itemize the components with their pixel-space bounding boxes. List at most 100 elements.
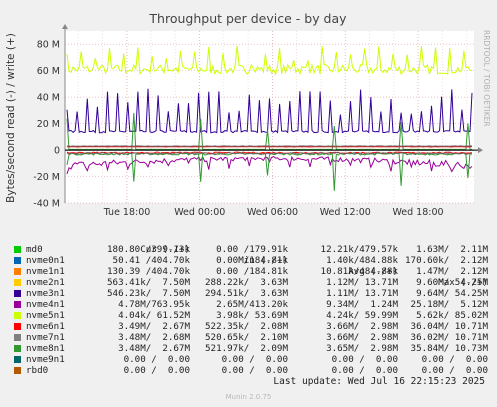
- legend-min: 0.00 / 0.00: [221, 354, 288, 365]
- x-tick-label: Wed 12:00: [320, 207, 371, 218]
- legend-swatch: [14, 268, 21, 275]
- legend-row-nvme0n1: nvme0n1 50.41 /404.70k 0.00 /184.81k 1.40k/…: [12, 255, 494, 266]
- legend-max: 1.47M/ 2.12M: [416, 266, 488, 277]
- legend-row-md0: md0 180.80 /399.13k 0.00 /179.91k 12.21k/47…: [12, 244, 494, 255]
- legend-avg: 0.00 / 0.00: [331, 354, 398, 365]
- legend-cur: 50.41 /404.70k: [112, 255, 190, 266]
- x-tick-label: Tue 18:00: [103, 207, 151, 218]
- legend-max: 36.04M/ 10.71M: [410, 321, 488, 332]
- series-line-read-nvme4n1: [66, 155, 473, 175]
- legend-max: 5.62k/ 85.02M: [416, 310, 488, 321]
- legend-min: 0.00 / 0.00: [221, 365, 288, 376]
- legend-avg: 9.34M/ 1.24M: [326, 299, 398, 310]
- legend-min: 0.00 /184.81k: [216, 266, 288, 277]
- legend-row-nvme7n1: nvme7n1 3.48M/ 2.68M 520.65k/ 2.10M 3.66M/ …: [12, 332, 494, 343]
- legend-name: nvme2n1: [26, 277, 65, 288]
- legend-cur: 0.00 / 0.00: [123, 354, 190, 365]
- legend-max: 0.00 / 0.00: [421, 354, 488, 365]
- legend-swatch: [14, 290, 21, 297]
- legend-swatch: [14, 356, 21, 363]
- legend-avg: 1.11M/ 13.71M: [326, 288, 398, 299]
- x-tick-label: Wed 00:00: [174, 207, 225, 218]
- series-line-write-nvme5n1: [66, 45, 473, 76]
- legend-min: 294.51k/ 3.63M: [205, 288, 288, 299]
- legend-header-avg: Avg (-/+): [348, 266, 398, 277]
- legend-max: 36.02M/ 10.71M: [410, 332, 488, 343]
- legend-name: nvme3n1: [26, 288, 65, 299]
- legend-avg: 4.24k/ 59.99M: [326, 310, 398, 321]
- legend-avg: 3.66M/ 2.98M: [326, 321, 398, 332]
- legend-row-nvme4n1: nvme4n1 4.78M/763.95k 2.65M/413.20k 9.34M/ …: [12, 299, 494, 310]
- legend-name: nvme1n1: [26, 266, 65, 277]
- y-tick-label: -40 M: [33, 199, 60, 210]
- legend-max: 25.18M/ 5.12M: [410, 299, 488, 310]
- last-update: Last update: Wed Jul 16 22:15:23 2025: [273, 376, 485, 387]
- legend-min: 520.65k/ 2.10M: [205, 332, 288, 343]
- legend-cur: 3.48M/ 2.67M: [118, 343, 190, 354]
- legend-cur: 563.41k/ 7.50M: [107, 277, 190, 288]
- legend-cur: 180.80 /399.13k: [107, 244, 190, 255]
- legend-name: rbd0: [26, 365, 49, 376]
- legend-avg: 12.21k/479.57k: [320, 244, 398, 255]
- legend-cur: 130.39 /404.70k: [107, 266, 190, 277]
- legend-name: nvme7n1: [26, 332, 65, 343]
- y-tick-label: -20 M: [33, 172, 60, 183]
- legend-header-cur: Cur (-/+): [140, 244, 190, 255]
- legend: Cur (-/+) Min (-/+) Avg (-/+) Max (-/+) …: [12, 233, 494, 376]
- legend-cur: 546.23k/ 7.50M: [107, 288, 190, 299]
- y-tick-label: 20 M: [37, 119, 60, 130]
- rrdtool-watermark: RRDTOOL / TOBI OETIKER: [482, 30, 491, 127]
- legend-row-nvme6n1: nvme6n1 3.49M/ 2.67M 522.35k/ 2.08M 3.66M/ …: [12, 321, 494, 332]
- legend-name: nvme0n1: [26, 255, 65, 266]
- legend-min: 0.00 /179.91k: [216, 244, 288, 255]
- legend-avg: 3.65M/ 2.98M: [326, 343, 398, 354]
- legend-max: 35.84M/ 10.73M: [410, 343, 488, 354]
- legend-header-min: Min (-/+): [238, 255, 288, 266]
- legend-row-nvme1n1: nvme1n1 130.39 /404.70k 0.00 /184.81k 10.81…: [12, 266, 494, 277]
- x-axis-arrow: [478, 147, 483, 154]
- legend-swatch: [14, 301, 21, 308]
- legend-cur: 3.48M/ 2.68M: [118, 332, 190, 343]
- legend-avg: 1.40k/484.88k: [326, 255, 398, 266]
- legend-name: nvme4n1: [26, 299, 65, 310]
- legend-swatch: [14, 345, 21, 352]
- axes: 80 M 60 M 40 M 20 M 0 -20 M -40 M Tue 18:00 Wed …: [33, 24, 483, 218]
- generator-label: Munin 2.0.75: [225, 393, 272, 401]
- chart-title: Throughput per device - by day: [148, 11, 347, 26]
- legend-header: Cur (-/+) Min (-/+) Avg (-/+) Max (-/+): [12, 233, 494, 288]
- x-tick-label: Wed 18:00: [392, 207, 443, 218]
- legend-cur: 4.78M/763.95k: [118, 299, 190, 310]
- legend-header-max: Max (-/+): [438, 277, 488, 288]
- legend-swatch: [14, 279, 21, 286]
- legend-avg: 10.81k/484.88k: [320, 266, 398, 277]
- legend-max: 170.60k/ 2.12M: [405, 255, 488, 266]
- legend-row-nvme3n1: nvme3n1 546.23k/ 7.50M 294.51k/ 3.63M 1.11M…: [12, 288, 494, 299]
- y-tick-label: 0: [54, 146, 60, 157]
- y-axis-label: Bytes/second read (-) / write (+): [5, 33, 17, 203]
- legend-cur: 4.04k/ 61.52M: [118, 310, 190, 321]
- legend-name: nvme9n1: [26, 354, 65, 365]
- legend-swatch: [14, 246, 21, 253]
- legend-min: 3.98k/ 53.69M: [216, 310, 288, 321]
- legend-row-nvme2n1: nvme2n1 563.41k/ 7.50M 288.22k/ 3.63M 1.12M…: [12, 277, 494, 288]
- legend-swatch: [14, 334, 21, 341]
- legend-min: 0.00 /184.81k: [216, 255, 288, 266]
- y-axis-arrow: [62, 24, 68, 29]
- legend-row-nvme5n1: nvme5n1 4.04k/ 61.52M 3.98k/ 53.69M 4.24k/ …: [12, 310, 494, 321]
- legend-max: 9.60M/ 54.25M: [416, 277, 488, 288]
- legend-cur: 0.00 / 0.00: [123, 365, 190, 376]
- legend-swatch: [14, 312, 21, 319]
- legend-rows: md0 180.80 /399.13k 0.00 /179.91k 12.21k/47…: [12, 244, 494, 376]
- legend-min: 521.97k/ 2.09M: [205, 343, 288, 354]
- legend-name: nvme8n1: [26, 343, 65, 354]
- y-tick-label: 60 M: [37, 66, 60, 77]
- legend-min: 522.35k/ 2.08M: [205, 321, 288, 332]
- series-line-write-nvme7n1: [66, 112, 472, 151]
- legend-name: nvme6n1: [26, 321, 65, 332]
- legend-avg: 1.12M/ 13.71M: [326, 277, 398, 288]
- legend-min: 288.22k/ 3.63M: [205, 277, 288, 288]
- legend-name: md0: [26, 244, 43, 255]
- legend-cur: 3.49M/ 2.67M: [118, 321, 190, 332]
- legend-max: 1.63M/ 2.11M: [416, 244, 488, 255]
